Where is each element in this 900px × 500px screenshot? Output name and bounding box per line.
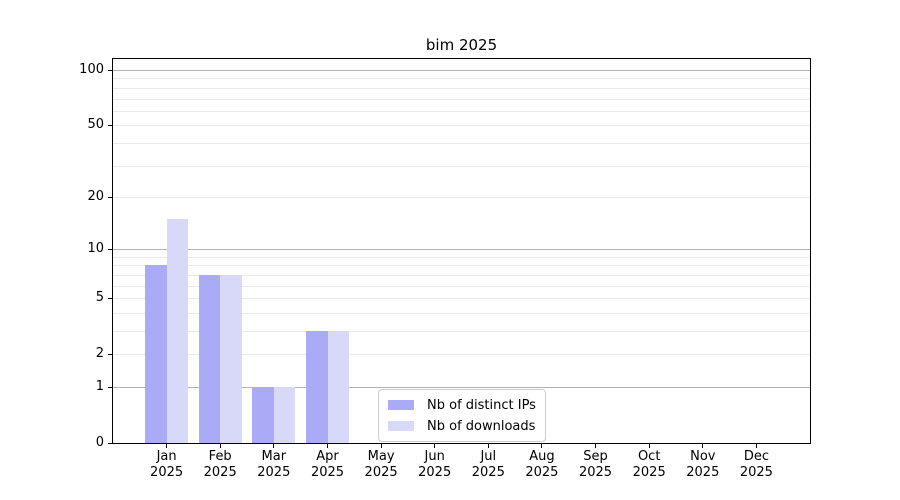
x-tick-label-dec: Dec 2025 bbox=[739, 449, 773, 480]
x-tick-mark bbox=[219, 444, 221, 448]
legend-swatch-downloads bbox=[388, 421, 414, 431]
minor-gridline bbox=[113, 285, 810, 287]
major-gridline bbox=[113, 70, 810, 71]
bar-apr-series1 bbox=[327, 331, 349, 443]
x-tick-label-mar: Mar 2025 bbox=[257, 449, 291, 480]
bar-jan-series1 bbox=[166, 218, 189, 443]
minor-gridline bbox=[113, 354, 810, 356]
bar-jan-series0 bbox=[145, 265, 167, 443]
minor-gridline bbox=[113, 110, 810, 112]
x-tick-mark bbox=[166, 444, 168, 448]
x-tick-mark bbox=[541, 444, 543, 448]
x-tick-label-apr: Apr 2025 bbox=[310, 449, 345, 480]
bar-mar-series1 bbox=[273, 387, 296, 443]
minor-gridline bbox=[113, 125, 810, 127]
minor-gridline bbox=[113, 196, 810, 198]
legend-item-downloads: Nb of downloads bbox=[388, 417, 536, 435]
minor-gridline bbox=[113, 312, 810, 314]
x-tick-mark bbox=[487, 444, 489, 448]
minor-gridline bbox=[113, 78, 810, 80]
y-tick-mark bbox=[108, 125, 112, 127]
x-tick-label-feb: Feb 2025 bbox=[203, 449, 237, 480]
bar-apr-series0 bbox=[306, 331, 328, 443]
major-gridline bbox=[113, 387, 810, 388]
y-tick-label: 2 bbox=[95, 346, 104, 362]
y-tick-label: 20 bbox=[87, 188, 104, 204]
x-tick-mark bbox=[595, 444, 596, 448]
x-tick-label-may: May 2025 bbox=[364, 449, 398, 480]
minor-gridline bbox=[113, 98, 810, 100]
minor-gridline bbox=[113, 256, 810, 258]
y-tick-mark bbox=[108, 298, 112, 300]
x-tick-mark bbox=[273, 444, 275, 448]
x-tick-label-aug: Aug 2025 bbox=[525, 449, 559, 480]
x-tick-mark bbox=[755, 444, 757, 448]
legend-swatch-distinct-ips bbox=[388, 400, 414, 410]
x-tick-label-oct: Oct 2025 bbox=[632, 449, 666, 480]
x-tick-label-jun: Jun 2025 bbox=[418, 449, 452, 480]
x-tick-label-nov: Nov 2025 bbox=[686, 449, 720, 480]
plot-area bbox=[112, 58, 811, 444]
y-tick-label: 50 bbox=[87, 117, 104, 133]
y-tick-mark bbox=[108, 196, 112, 198]
major-gridline bbox=[113, 249, 810, 251]
legend-item-distinct-ips: Nb of distinct IPs bbox=[388, 396, 536, 414]
minor-gridline bbox=[113, 331, 810, 332]
minor-gridline bbox=[113, 87, 810, 89]
y-tick-mark bbox=[108, 354, 112, 356]
legend-label-distinct-ips: Nb of distinct IPs bbox=[427, 397, 536, 413]
x-tick-label-sep: Sep 2025 bbox=[578, 449, 613, 480]
minor-gridline bbox=[113, 298, 810, 300]
x-tick-mark bbox=[327, 444, 328, 448]
y-tick-mark bbox=[108, 70, 112, 71]
y-tick-label: 10 bbox=[87, 241, 104, 257]
y-tick-label: 0 bbox=[95, 435, 104, 450]
y-tick-mark bbox=[108, 443, 112, 444]
bar-feb-series0 bbox=[198, 274, 221, 443]
x-tick-mark bbox=[648, 444, 650, 448]
bar-feb-series1 bbox=[220, 274, 242, 443]
minor-gridline bbox=[113, 265, 810, 267]
legend-label-downloads: Nb of downloads bbox=[427, 418, 536, 434]
y-tick-mark bbox=[108, 249, 112, 251]
minor-gridline bbox=[113, 165, 810, 167]
x-tick-mark bbox=[434, 444, 436, 448]
y-tick-label: 5 bbox=[95, 290, 104, 306]
bar-mar-series0 bbox=[252, 387, 274, 443]
x-tick-mark bbox=[702, 444, 704, 448]
minor-gridline bbox=[113, 274, 810, 276]
x-tick-mark bbox=[380, 444, 382, 448]
chart-legend: Nb of distinct IPs Nb of downloads bbox=[378, 389, 546, 442]
y-tick-label: 1 bbox=[95, 379, 104, 394]
y-tick-label: 100 bbox=[79, 62, 104, 77]
chart-title: bim 2025 bbox=[425, 36, 498, 54]
minor-gridline bbox=[113, 142, 810, 144]
y-tick-mark bbox=[108, 387, 112, 388]
x-tick-label-jan: Jan 2025 bbox=[150, 449, 184, 480]
x-tick-label-jul: Jul 2025 bbox=[471, 449, 505, 480]
